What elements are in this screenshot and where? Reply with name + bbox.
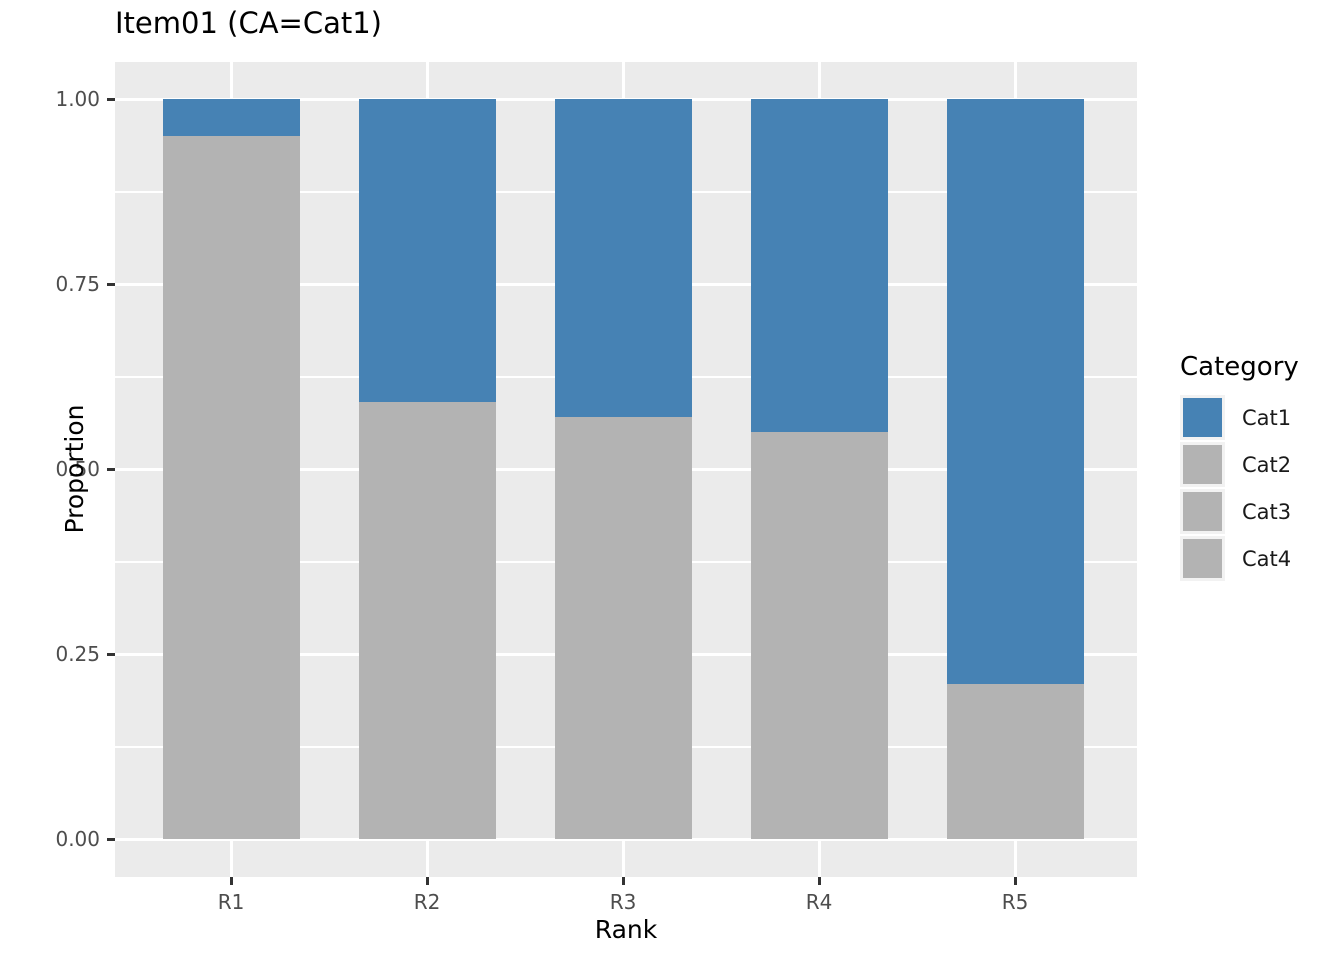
- y-tick-mark: [107, 97, 115, 101]
- legend-item-label: Cat2: [1242, 452, 1292, 477]
- legend: Category Cat1 Cat2 Cat3 Cat4: [1180, 352, 1299, 583]
- y-tick-label: 0.25: [55, 642, 100, 666]
- plot-panel: [115, 62, 1137, 877]
- legend-item-label: Cat1: [1242, 405, 1292, 430]
- y-tick-mark: [107, 467, 115, 471]
- x-tick-label: R5: [1001, 890, 1029, 914]
- bar-segment: [750, 432, 888, 839]
- major-gridline: [115, 837, 1137, 841]
- legend-item: Cat1: [1180, 395, 1299, 440]
- legend-title: Category: [1180, 352, 1299, 382]
- y-axis-title: Proportion: [60, 404, 89, 534]
- bar-segment: [358, 402, 496, 839]
- x-tick-mark: [1013, 877, 1017, 885]
- legend-item: Cat2: [1180, 442, 1299, 487]
- bar-segment: [750, 99, 888, 432]
- x-tick-mark: [229, 877, 233, 885]
- y-tick-mark: [107, 652, 115, 656]
- y-tick-mark: [107, 282, 115, 286]
- legend-items: Cat1 Cat2 Cat3 Cat4: [1180, 395, 1299, 581]
- x-axis-title: Rank: [594, 915, 658, 944]
- x-tick-label: R2: [413, 890, 441, 914]
- x-tick-mark: [425, 877, 429, 885]
- bar-segment: [554, 99, 692, 418]
- legend-item-label: Cat4: [1242, 546, 1292, 571]
- legend-key-swatch: [1183, 445, 1222, 484]
- legend-item-label: Cat3: [1242, 499, 1292, 524]
- legend-key: [1180, 395, 1225, 440]
- x-tick-mark: [817, 877, 821, 885]
- legend-key: [1180, 536, 1225, 581]
- x-tick-label: R4: [805, 890, 833, 914]
- x-tick-label: R3: [609, 890, 637, 914]
- bar-segment: [358, 99, 496, 403]
- legend-key: [1180, 489, 1225, 534]
- legend-key-swatch: [1183, 398, 1222, 437]
- bar-segment: [162, 99, 300, 136]
- x-tick-label: R1: [217, 890, 245, 914]
- chart-title: Item01 (CA=Cat1): [115, 6, 382, 40]
- x-tick-mark: [621, 877, 625, 885]
- bar-segment: [162, 136, 300, 839]
- bar-segment: [946, 683, 1084, 839]
- legend-key-swatch: [1183, 492, 1222, 531]
- y-tick-mark: [107, 837, 115, 841]
- y-tick-label: 1.00: [55, 87, 100, 111]
- legend-key: [1180, 442, 1225, 487]
- y-tick-label: 0.50: [55, 457, 100, 481]
- legend-item: Cat4: [1180, 536, 1299, 581]
- legend-item: Cat3: [1180, 489, 1299, 534]
- y-tick-label: 0.00: [55, 827, 100, 851]
- bar-segment: [946, 99, 1084, 684]
- bar-segment: [554, 417, 692, 839]
- legend-key-swatch: [1183, 539, 1222, 578]
- y-tick-label: 0.75: [55, 272, 100, 296]
